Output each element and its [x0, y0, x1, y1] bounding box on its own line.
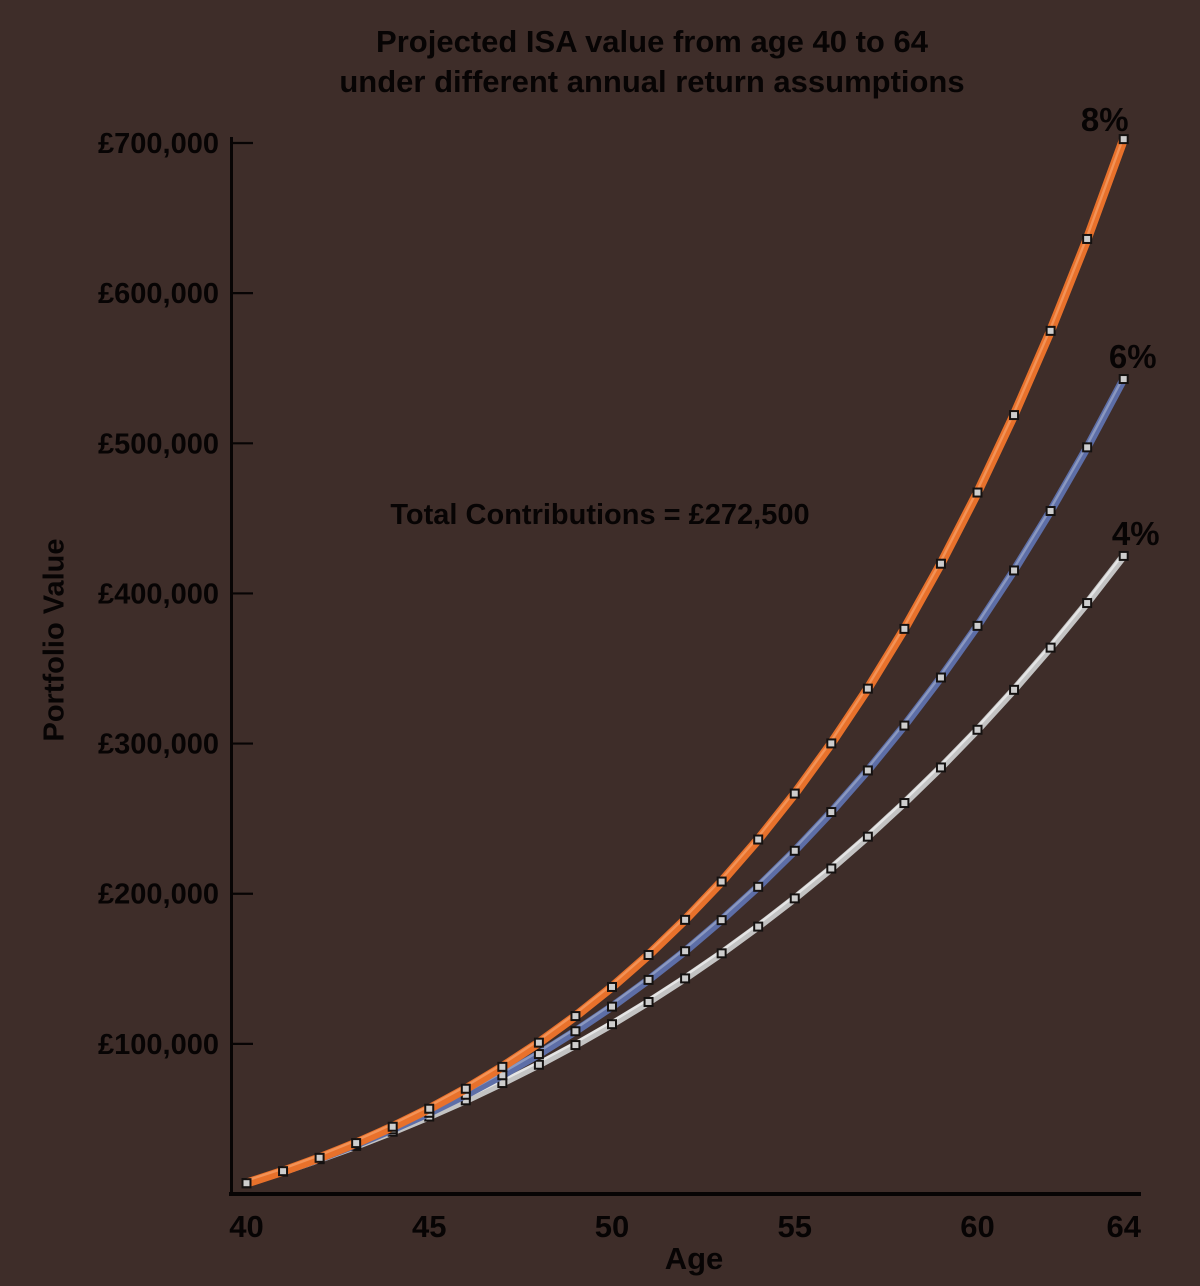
- data-point-marker-4%: [789, 893, 800, 904]
- data-point-marker-4%: [1118, 550, 1129, 561]
- data-point-marker-8%: [680, 914, 691, 925]
- data-point-marker-4%: [570, 1040, 581, 1051]
- data-point-marker-8%: [241, 1178, 252, 1189]
- data-point-marker-6%: [826, 807, 837, 818]
- chart-title: Projected ISA value from age 40 to 64 un…: [100, 22, 1200, 102]
- y-tick-label: £200,000: [98, 879, 219, 911]
- data-point-marker-8%: [351, 1138, 362, 1149]
- data-point-marker-8%: [278, 1166, 289, 1177]
- x-tick-label: 64: [1106, 1209, 1141, 1244]
- data-point-marker-8%: [1082, 233, 1093, 244]
- data-point-marker-8%: [1009, 410, 1020, 421]
- data-point-marker-6%: [1009, 565, 1020, 576]
- data-point-marker-6%: [716, 915, 727, 926]
- data-point-marker-4%: [1045, 642, 1056, 653]
- x-tick-label: 60: [960, 1209, 994, 1244]
- data-point-marker-8%: [899, 623, 910, 634]
- chart-title-line2: under different annual return assumption…: [339, 64, 965, 99]
- data-point-marker-4%: [826, 863, 837, 874]
- data-point-marker-4%: [972, 724, 983, 735]
- y-tick-label: £100,000: [98, 1029, 219, 1061]
- data-point-marker-6%: [753, 881, 764, 892]
- data-point-marker-8%: [716, 876, 727, 887]
- y-tick-label: £600,000: [98, 278, 219, 310]
- data-point-marker-4%: [1009, 684, 1020, 695]
- data-point-marker-6%: [1118, 374, 1129, 385]
- data-point-marker-4%: [935, 762, 946, 773]
- data-point-marker-6%: [643, 974, 654, 985]
- x-tick-label: 50: [595, 1209, 629, 1244]
- data-point-marker-6%: [680, 946, 691, 957]
- data-point-marker-4%: [862, 831, 873, 842]
- series-line-highlight-6%: [246, 375, 1125, 1182]
- data-point-marker-8%: [533, 1037, 544, 1048]
- data-point-marker-4%: [533, 1059, 544, 1070]
- data-point-marker-8%: [789, 788, 800, 799]
- series-line-6%: [242, 375, 1128, 1188]
- y-tick-label: £700,000: [98, 128, 219, 160]
- series-end-label-8%: 8%: [1081, 101, 1129, 138]
- data-point-marker-8%: [424, 1103, 435, 1114]
- data-point-marker-6%: [789, 845, 800, 856]
- data-point-marker-6%: [607, 1001, 617, 1012]
- data-point-marker-8%: [862, 683, 873, 694]
- data-point-marker-4%: [716, 948, 727, 959]
- data-point-marker-8%: [497, 1061, 508, 1072]
- data-point-marker-8%: [460, 1083, 471, 1094]
- y-tick-label: £400,000: [98, 578, 219, 610]
- data-point-marker-4%: [1082, 598, 1093, 609]
- data-point-marker-6%: [899, 720, 910, 731]
- data-point-marker-6%: [935, 672, 946, 683]
- data-point-marker-8%: [314, 1152, 325, 1163]
- data-point-marker-8%: [1118, 134, 1129, 145]
- chart-title-line1: Projected ISA value from age 40 to 64: [376, 24, 928, 59]
- data-point-marker-6%: [1045, 506, 1056, 517]
- data-point-marker-4%: [753, 921, 764, 932]
- data-point-marker-6%: [570, 1026, 581, 1037]
- data-point-marker-8%: [753, 834, 764, 845]
- data-point-marker-8%: [826, 738, 837, 749]
- data-point-marker-8%: [607, 981, 617, 992]
- x-tick-label: 55: [778, 1209, 812, 1244]
- x-tick-label: 40: [229, 1209, 263, 1244]
- data-point-marker-4%: [899, 798, 910, 809]
- total-contributions-annotation: Total Contributions = £272,500: [390, 499, 810, 531]
- data-point-marker-8%: [1045, 325, 1056, 336]
- data-point-marker-6%: [862, 765, 873, 776]
- x-tick-label: 45: [412, 1209, 446, 1244]
- series-line-4%: [242, 552, 1128, 1187]
- data-point-marker-4%: [680, 973, 691, 984]
- series-end-label-6%: 6%: [1109, 338, 1157, 375]
- series-end-label-4%: 4%: [1112, 515, 1160, 552]
- series-line-highlight-4%: [246, 552, 1125, 1182]
- data-point-marker-4%: [643, 996, 654, 1007]
- data-point-marker-8%: [972, 487, 983, 498]
- series-line-8%: [242, 134, 1129, 1188]
- data-point-marker-8%: [935, 558, 946, 569]
- data-point-marker-8%: [643, 949, 654, 960]
- y-tick-label: £300,000: [98, 729, 219, 761]
- data-point-marker-6%: [972, 620, 983, 631]
- data-point-marker-6%: [533, 1049, 544, 1060]
- x-axis-title: Age: [664, 1241, 724, 1276]
- data-point-marker-8%: [387, 1121, 398, 1132]
- data-point-marker-4%: [607, 1019, 617, 1030]
- y-tick-label: £500,000: [98, 428, 219, 460]
- data-point-marker-6%: [1082, 442, 1093, 453]
- series-line-highlight-8%: [246, 136, 1125, 1182]
- data-point-marker-8%: [570, 1011, 581, 1022]
